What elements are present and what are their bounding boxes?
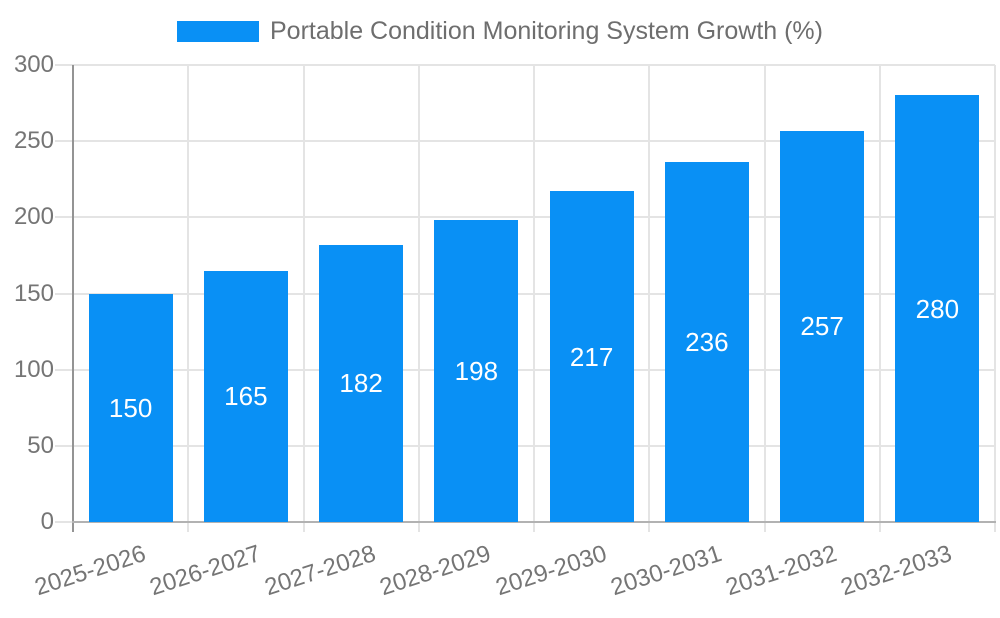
y-axis-tick: [55, 444, 73, 447]
x-axis-tick: [187, 522, 190, 532]
bar-2028-2029: [434, 220, 519, 522]
y-axis-tick: [55, 292, 73, 295]
v-gridline: [187, 65, 190, 522]
bar-value-label: 257: [800, 311, 844, 342]
x-axis-tick: [648, 522, 651, 532]
bar-2027-2028: [319, 244, 404, 522]
bar-chart: Portable Condition Monitoring System Gro…: [0, 17, 1000, 601]
plot-area: 0 50 100 150 200 250 300 150 165 182 198 217 236 257 2…: [13, 51, 996, 601]
x-axis-tick: [533, 522, 535, 532]
bar-2031-2032: [780, 130, 865, 522]
y-axis-tick-label: 0: [40, 508, 54, 535]
bar-2030-2031: [664, 162, 749, 522]
y-axis-tick-label: 200: [13, 203, 54, 231]
v-gridline: [533, 65, 535, 522]
bar-2029-2030: [549, 191, 634, 522]
bar-value-label: 198: [454, 356, 499, 387]
y-axis-tick-label: 50: [27, 431, 54, 459]
legend-swatch: [176, 20, 259, 42]
bar-2025-2026: [88, 293, 173, 522]
bar-value-label: 280: [915, 293, 960, 324]
x-axis-line: [72, 521, 996, 523]
x-axis-tick: [302, 522, 305, 532]
y-axis-tick: [55, 140, 73, 143]
x-axis-tick: [878, 522, 881, 532]
v-gridline: [302, 65, 305, 522]
v-gridline: [994, 65, 996, 522]
bar-2032-2033: [895, 95, 980, 522]
bar-value-label: 165: [224, 381, 268, 412]
x-axis-tick: [763, 522, 766, 532]
v-gridline: [648, 65, 651, 522]
y-axis-tick-label: 300: [13, 51, 54, 78]
v-gridline: [417, 65, 420, 522]
v-gridline: [763, 65, 766, 522]
y-axis-line: [72, 65, 74, 532]
bar-value-label: 236: [685, 327, 729, 358]
y-axis-tick-label: 150: [13, 279, 54, 307]
y-axis-tick: [55, 64, 73, 66]
bar-value-label: 150: [108, 392, 153, 423]
legend-label: Portable Condition Monitoring System Gro…: [269, 17, 823, 45]
chart-legend: Portable Condition Monitoring System Gro…: [0, 17, 1000, 45]
bar-value-label: 182: [339, 368, 383, 399]
y-axis-tick: [55, 216, 73, 219]
x-axis-tick: [417, 522, 420, 532]
y-axis-tick-label: 250: [13, 127, 54, 155]
y-axis-tick: [55, 368, 73, 371]
x-axis-tick: [994, 522, 996, 532]
bar-2026-2027: [203, 270, 288, 522]
bar-value-label: 217: [569, 341, 614, 372]
y-axis-tick-label: 100: [13, 355, 54, 383]
y-axis-tick: [55, 521, 73, 523]
v-gridline: [878, 65, 881, 522]
